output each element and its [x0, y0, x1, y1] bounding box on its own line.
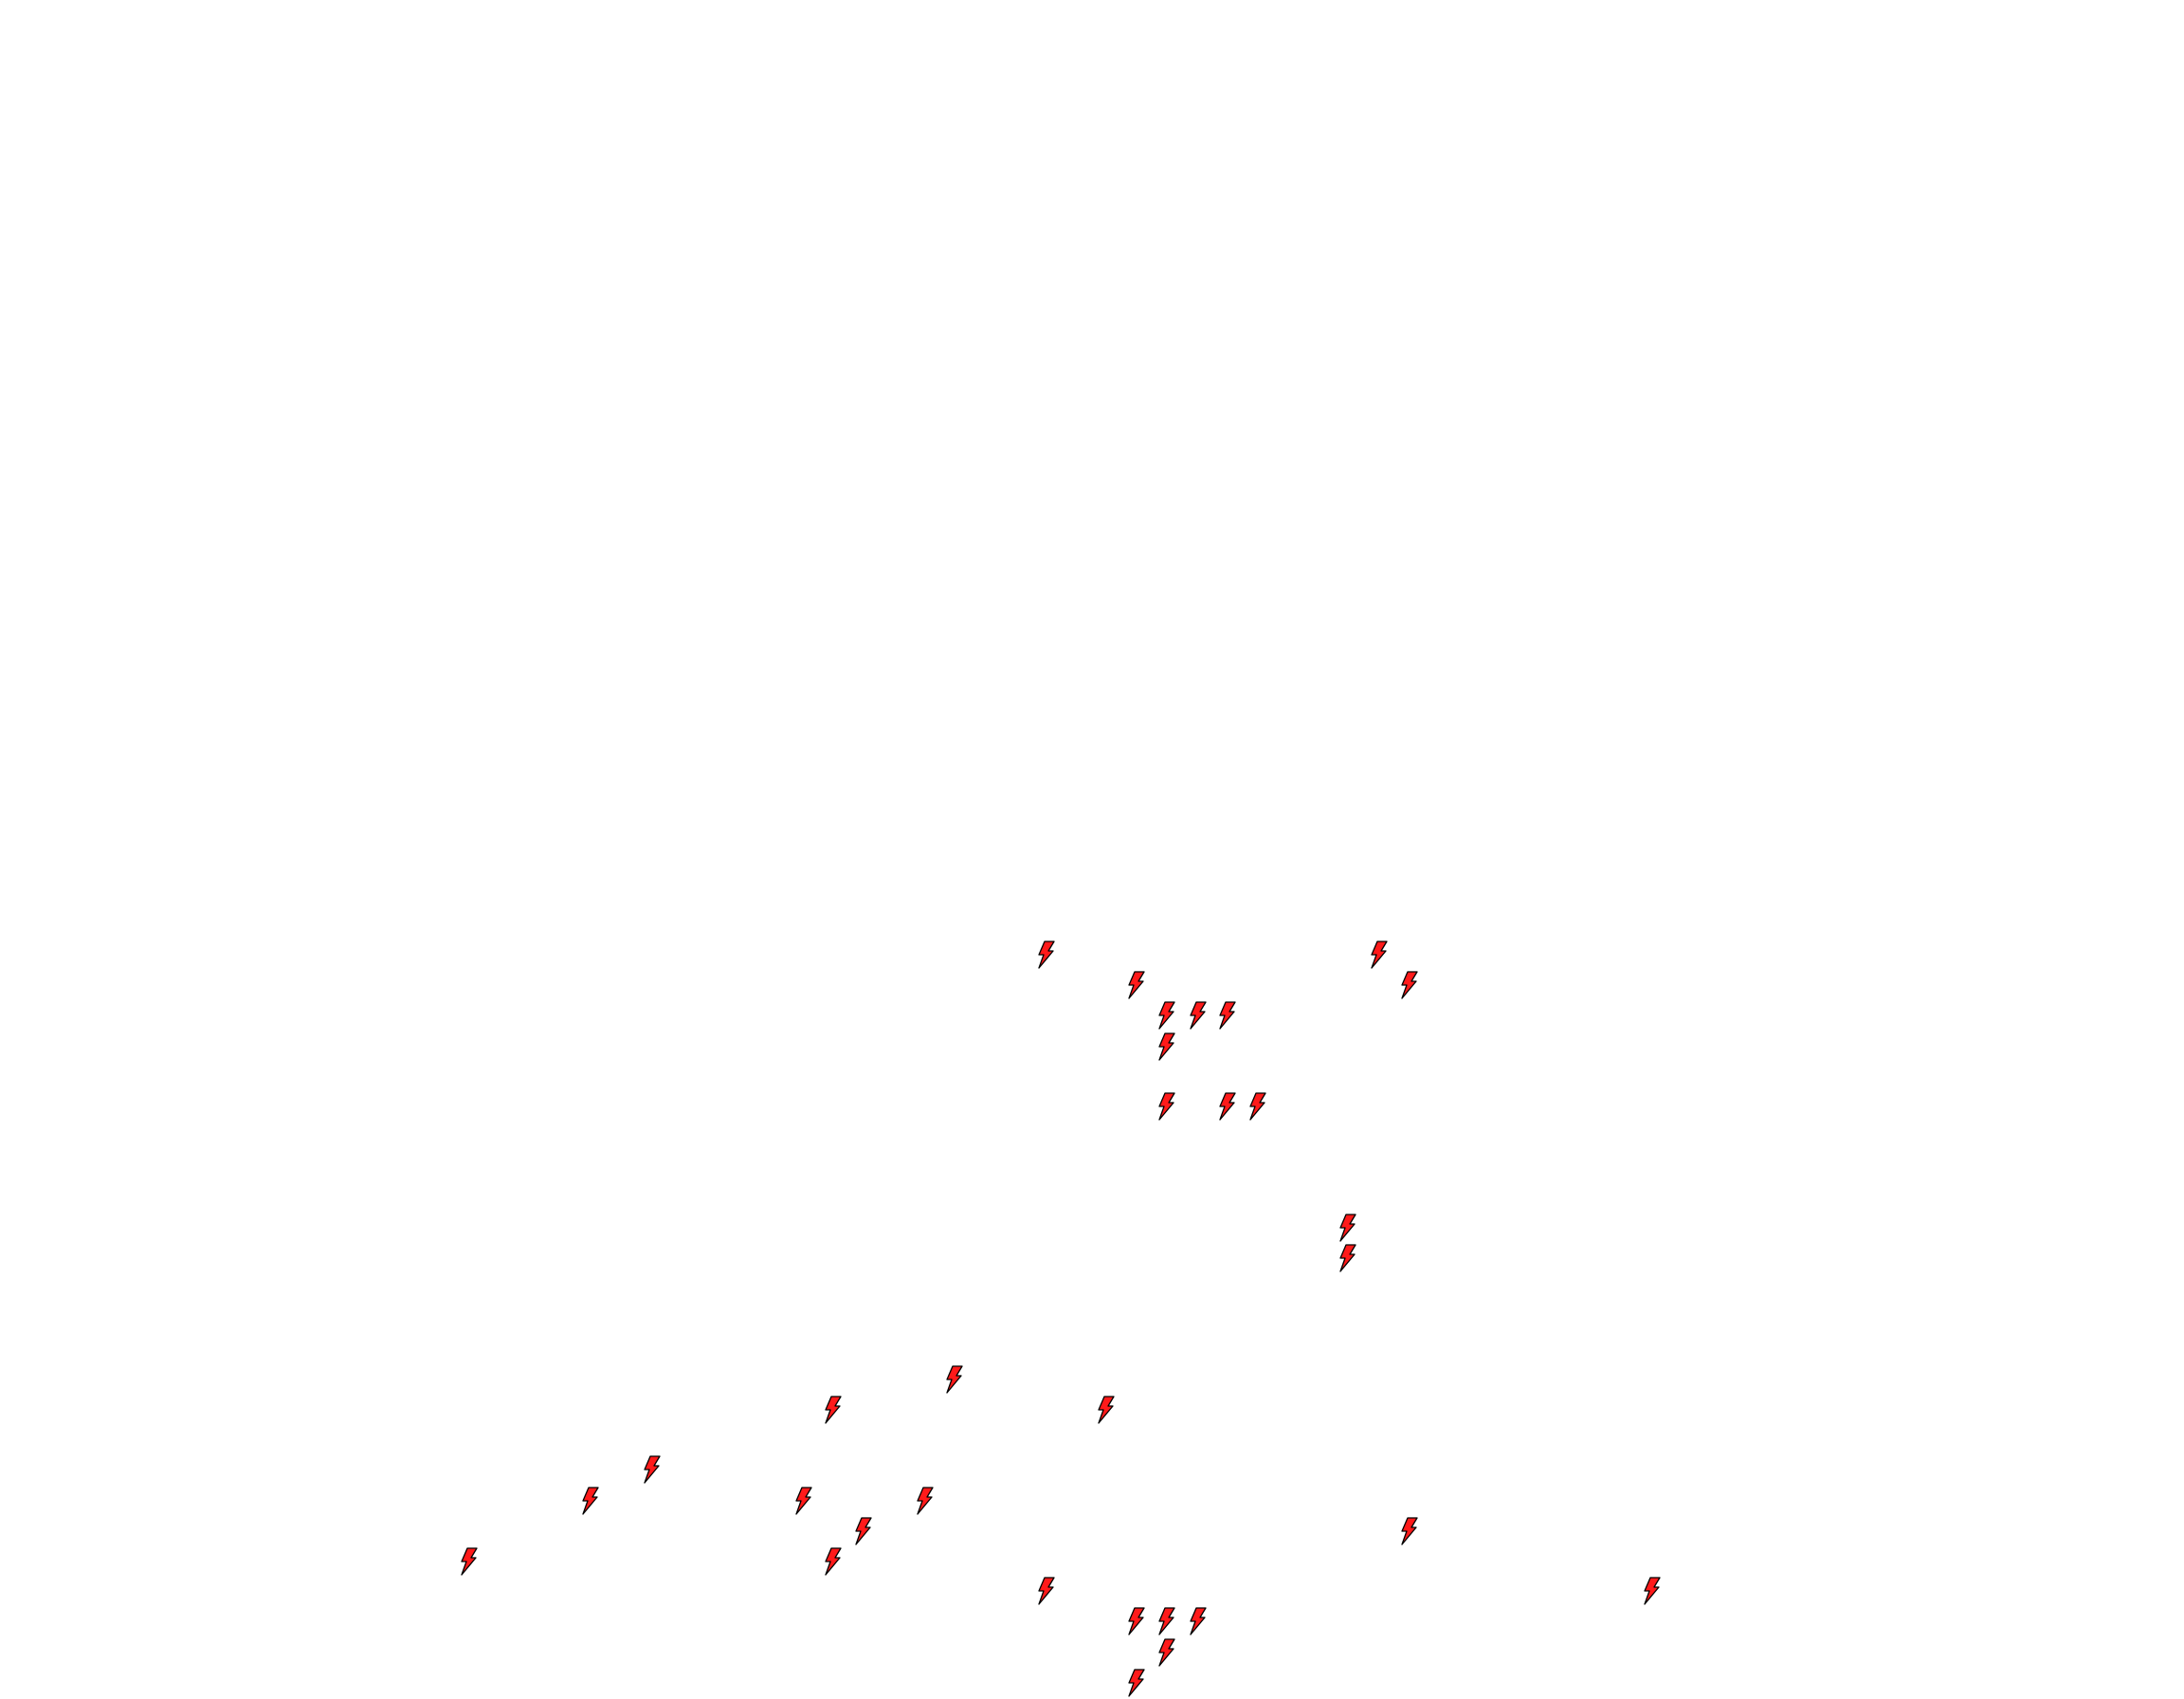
lightning-bolt-icon: [644, 1455, 661, 1484]
map-marker[interactable]: [581, 1486, 600, 1515]
map-marker[interactable]: [1127, 1607, 1146, 1636]
lightning-bolt-icon: [917, 1486, 934, 1515]
lightning-bolt-icon: [1218, 1001, 1236, 1030]
lightning-bolt-icon: [1401, 1517, 1418, 1545]
map-marker[interactable]: [1127, 971, 1146, 999]
map-marker[interactable]: [1643, 1577, 1662, 1605]
lightning-bolt-icon: [1644, 1577, 1661, 1605]
map-marker[interactable]: [1127, 1669, 1146, 1697]
map-marker[interactable]: [1157, 1092, 1176, 1121]
map-marker[interactable]: [1157, 1638, 1176, 1667]
lightning-bolt-icon: [1339, 1244, 1357, 1272]
map-marker[interactable]: [1189, 1001, 1208, 1030]
map-marker[interactable]: [1370, 940, 1389, 969]
map-marker[interactable]: [1218, 1001, 1237, 1030]
lightning-bolt-icon: [1339, 1213, 1357, 1242]
map-marker[interactable]: [1189, 1607, 1208, 1636]
lightning-bolt-icon: [1098, 1396, 1115, 1424]
map-marker[interactable]: [794, 1486, 813, 1515]
lightning-bolt-icon: [1218, 1092, 1236, 1121]
lightning-bolt-icon: [855, 1517, 872, 1545]
map-marker[interactable]: [824, 1547, 843, 1576]
lightning-bolt-icon: [1158, 1001, 1175, 1030]
lightning-bolt-icon: [1128, 971, 1145, 999]
map-marker[interactable]: [916, 1486, 935, 1515]
lightning-bolt-icon: [1037, 940, 1055, 969]
map-marker[interactable]: [1157, 1032, 1176, 1061]
lightning-bolt-icon: [582, 1486, 599, 1515]
map-marker[interactable]: [854, 1517, 873, 1545]
lightning-bolt-icon: [825, 1396, 842, 1424]
lightning-bolt-icon: [795, 1486, 812, 1515]
lightning-bolt-icon: [825, 1547, 842, 1576]
lightning-bolt-icon: [461, 1547, 478, 1576]
lightning-bolt-icon: [1158, 1638, 1175, 1667]
map-marker[interactable]: [1400, 1517, 1419, 1545]
lightning-bolt-icon: [1249, 1092, 1266, 1121]
map-marker[interactable]: [1037, 1577, 1056, 1605]
lightning-bolt-icon: [1401, 971, 1418, 999]
map-marker[interactable]: [824, 1396, 843, 1424]
lightning-bolt-icon: [1128, 1607, 1145, 1636]
lightning-bolt-icon: [1190, 1607, 1207, 1636]
lightning-bolt-icon: [1037, 1577, 1055, 1605]
map-marker[interactable]: [1248, 1092, 1267, 1121]
lightning-bolt-icon: [1158, 1032, 1175, 1061]
map-marker[interactable]: [1338, 1213, 1357, 1242]
map-marker[interactable]: [1037, 940, 1056, 969]
map-marker[interactable]: [1157, 1607, 1176, 1636]
map-marker[interactable]: [1338, 1244, 1357, 1272]
lightning-bolt-icon: [1190, 1001, 1207, 1030]
map-marker[interactable]: [1400, 971, 1419, 999]
map-marker[interactable]: [460, 1547, 479, 1576]
map-marker[interactable]: [1097, 1396, 1116, 1424]
lightning-bolt-icon: [1128, 1669, 1145, 1697]
lightning-bolt-icon: [1158, 1092, 1175, 1121]
lightning-bolt-icon: [1158, 1607, 1175, 1636]
lightning-bolt-icon: [945, 1365, 963, 1394]
lightning-bolt-icon: [1371, 940, 1388, 969]
map-marker[interactable]: [1218, 1092, 1237, 1121]
map-marker[interactable]: [1157, 1001, 1176, 1030]
map-marker[interactable]: [945, 1365, 964, 1394]
map-marker[interactable]: [643, 1455, 662, 1484]
